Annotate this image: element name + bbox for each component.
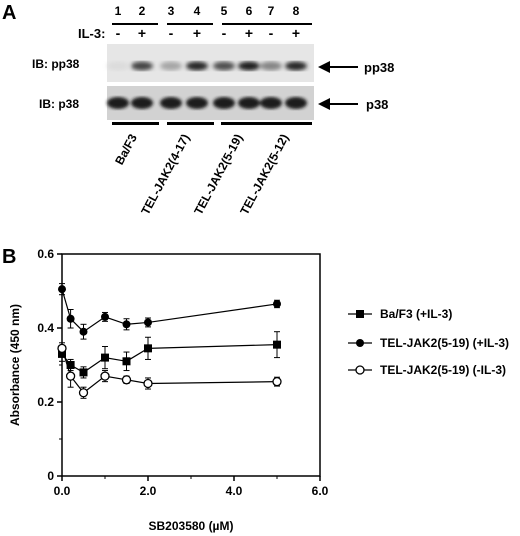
group-label-4: TEL-JAK2(5-12) [236, 131, 292, 218]
y-tick-label-1: 0.2 [37, 395, 54, 409]
p38-band-lane-1 [107, 97, 129, 109]
lane-number-bar-left [112, 23, 158, 25]
pp38-band-lane-2 [131, 61, 153, 71]
arrow-bottom-label: p38 [366, 97, 389, 112]
group-label-2: TEL-JAK2(4-17) [137, 131, 193, 218]
panel-b-letter: B [2, 246, 17, 268]
legend-label-0: Ba/F3 (+IL-3) [380, 307, 452, 321]
pp38-band-lane-3 [160, 61, 182, 71]
pp38-band-lane-4 [186, 61, 208, 71]
point-0-4 [122, 357, 131, 366]
y-tick-label-0: 0 [47, 469, 54, 483]
pp38-band-lane-7 [260, 61, 282, 71]
blot-bottom-label: IB: p38 [39, 97, 80, 111]
legend-marker-1 [356, 339, 364, 347]
point-2-1 [65, 371, 76, 381]
lane-number-bar-4 [262, 23, 312, 25]
lane-number-bar-3 [222, 23, 268, 25]
point-2-2 [78, 388, 89, 398]
x-tick-label-3: 6.0 [312, 484, 329, 498]
point-0-2 [79, 368, 88, 377]
x-tick-label-2: 4.0 [226, 484, 243, 498]
point-0-6 [273, 340, 281, 349]
lane-number-3: 3 [167, 4, 175, 18]
lane-number-1: 1 [114, 4, 122, 18]
point-1-4 [122, 320, 131, 329]
lane-number-6: 6 [245, 4, 253, 18]
p38-band-lane-4 [186, 97, 208, 109]
point-2-0 [57, 343, 67, 353]
il3-sign-lane-5: - [221, 25, 227, 41]
p38-band-lane-7 [260, 97, 282, 109]
series-line-0 [61, 344, 278, 374]
pp38-band-lane-1 [107, 61, 129, 71]
p38-band-lane-2 [131, 97, 153, 109]
group-bar-4 [263, 122, 312, 125]
lane-number-4: 4 [193, 4, 201, 18]
group-bar-2 [167, 122, 214, 125]
western-blot [107, 44, 358, 120]
y-tick-label-3: 0.6 [37, 247, 54, 261]
lane-number-2: 2 [138, 4, 146, 18]
group-label-3: TEL-JAK2(5-19) [190, 131, 246, 218]
series-line-2 [61, 348, 278, 394]
point-2-5 [143, 378, 153, 389]
series-line-1 [61, 288, 278, 333]
p38-band-lane-5 [213, 97, 235, 109]
il3-sign-lane-1: - [115, 25, 121, 41]
il3-sign-lane-3: - [168, 25, 174, 41]
group-bar-1 [112, 122, 159, 125]
arrow-pp38-head [318, 61, 330, 73]
point-2-3 [100, 371, 110, 381]
plot-frame [61, 253, 321, 477]
pp38-band-lane-8 [285, 61, 307, 71]
blot-top-label: IB: pp38 [32, 57, 80, 71]
legend-label-2: TEL-JAK2(5-19) (-IL-3) [380, 363, 506, 377]
legend-marker-2 [355, 365, 365, 375]
p38-band-lane-6 [238, 97, 260, 109]
il3-label: IL-3: [78, 26, 106, 41]
point-2-4 [121, 375, 132, 385]
x-axis-label: SB203580 (µM) [149, 519, 234, 533]
p38-band-lane-3 [160, 97, 182, 109]
point-2-6 [272, 376, 282, 387]
y-tick-label-2: 0.4 [37, 321, 54, 335]
lane-number-5: 5 [220, 4, 228, 18]
p38-band-lane-8 [285, 97, 307, 109]
il3-sign-lane-8: + [291, 25, 301, 41]
legend-marker-0 [356, 310, 364, 318]
point-1-3 [101, 312, 109, 321]
point-1-6 [273, 299, 281, 308]
arrow-p38-head [318, 98, 330, 110]
group-bar-3 [221, 122, 268, 125]
il3-sign-lane-7: - [268, 25, 274, 41]
point-1-0 [58, 285, 66, 294]
point-1-2 [79, 327, 88, 336]
point-1-1 [66, 314, 75, 323]
il3-sign-lane-4: + [192, 25, 202, 41]
pp38-band-lane-6 [238, 61, 260, 71]
arrow-top-label: pp38 [364, 60, 395, 75]
point-1-5 [144, 318, 152, 327]
x-tick-label-1: 2.0 [140, 484, 157, 498]
il3-sign-lane-2: + [137, 25, 147, 41]
legend-label-1: TEL-JAK2(5-19) (+IL-3) [380, 336, 509, 350]
point-0-3 [101, 353, 109, 362]
lane-number-8: 8 [292, 4, 300, 18]
point-0-5 [144, 344, 152, 353]
lane-number-7: 7 [267, 4, 275, 18]
pp38-band-lane-5 [213, 61, 235, 71]
panel-a-letter: A [2, 2, 17, 24]
y-axis-label: Absorbance (450 nm) [8, 304, 22, 426]
lane-number-bar-2 [167, 23, 213, 25]
absorbance-chart: 0 0.2 0.4 0.6 0.0 2.0 4.0 6.0 SB203580 (µM) Absor… [8, 247, 509, 533]
il3-sign-lane-6: + [244, 25, 254, 41]
x-tick-label-0: 0.0 [54, 484, 71, 498]
